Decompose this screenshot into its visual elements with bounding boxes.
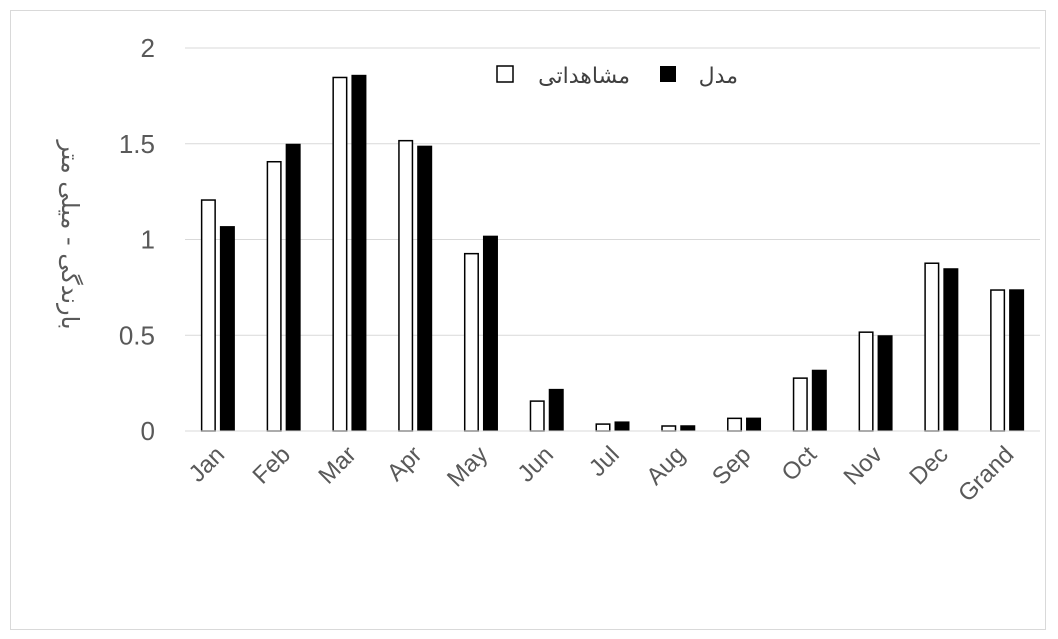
bar-observed-mar — [332, 76, 348, 432]
x-tick-label: Jun — [513, 441, 559, 487]
x-tick-label: Jul — [584, 441, 625, 482]
legend: مشاهداتی مدل — [496, 64, 738, 89]
x-tick-label: Sep — [707, 441, 756, 490]
y-axis-label: بارندگی - میلی متر — [56, 139, 84, 329]
bar-observed-dec — [924, 262, 940, 432]
bar-model-aug — [680, 425, 696, 431]
x-tick-label: Grand — [953, 441, 1019, 507]
bar-model-feb — [285, 143, 301, 431]
bar-observed-jan — [200, 199, 216, 432]
bar-observed-jul — [595, 423, 611, 432]
x-tick-label: Jan — [184, 441, 230, 487]
bar-model-oct — [811, 369, 827, 431]
x-axis-ticks: Jan Feb Mar Apr May Jun Jul Aug Sep Oct Nov Dec Gran… — [184, 441, 1020, 507]
bar-observed-aug — [661, 425, 677, 432]
bar-model-jun — [548, 388, 564, 431]
gridlines — [185, 47, 1040, 336]
legend-label: مشاهداتی — [538, 64, 630, 89]
x-tick-label: Nov — [839, 441, 888, 490]
bar-observed-may — [463, 252, 479, 432]
bar-observed-sep — [727, 417, 743, 432]
bar-model-may — [482, 235, 498, 431]
bar-model-apr — [417, 145, 433, 432]
bar-observed-feb — [266, 160, 282, 432]
bar-observed-apr — [398, 139, 414, 432]
y-axis-ticks: 0 0.5 1 1.5 2 — [119, 33, 155, 446]
bar-model-dec — [943, 268, 959, 431]
y-tick-label: 0.5 — [119, 320, 155, 350]
bar-observed-oct — [792, 377, 808, 432]
y-tick-label: 1.5 — [119, 129, 155, 159]
bar-observed-grand — [990, 289, 1006, 432]
legend-swatch — [496, 65, 514, 83]
x-tick-label: Oct — [777, 441, 823, 487]
bar-model-grand — [1009, 289, 1025, 431]
bar-model-mar — [351, 74, 367, 431]
legend-label: مدل — [699, 64, 738, 89]
bar-observed-jun — [529, 400, 545, 432]
y-tick-label: 2 — [141, 33, 155, 63]
bar-observed-nov — [858, 331, 874, 432]
bar-model-jul — [614, 421, 630, 431]
x-tick-label: May — [442, 441, 493, 492]
y-tick-label: 1 — [141, 225, 155, 255]
x-tick-label: Apr — [382, 441, 428, 487]
bar-model-nov — [877, 335, 893, 431]
legend-swatch — [660, 66, 676, 82]
bar-model-jan — [219, 226, 235, 431]
bars — [200, 74, 1025, 432]
x-tick-label: Mar — [313, 441, 361, 489]
bar-model-sep — [746, 417, 762, 431]
x-tick-label: Dec — [904, 441, 953, 490]
x-tick-label: Aug — [641, 441, 690, 490]
x-tick-label: Feb — [248, 441, 296, 489]
chart-frame — [10, 10, 1046, 630]
y-tick-label: 0 — [141, 416, 155, 446]
